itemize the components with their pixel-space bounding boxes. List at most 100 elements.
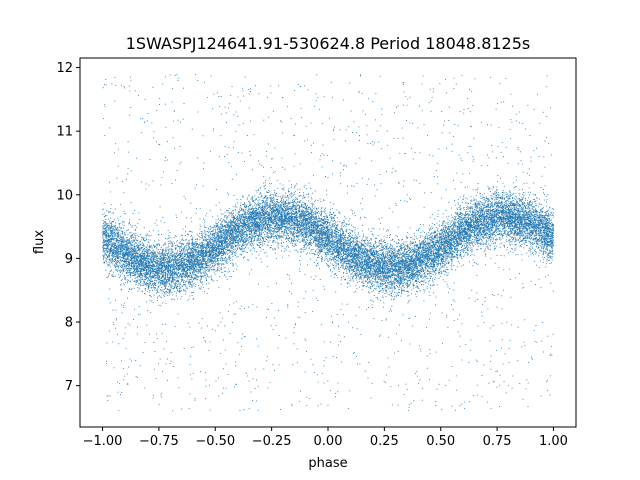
data-point [229,332,231,334]
data-point [413,257,415,259]
data-point [412,254,414,255]
data-point [552,290,554,292]
data-point [180,234,182,236]
data-point [543,236,544,238]
data-point [472,203,474,205]
data-point [444,263,446,265]
data-point [199,270,201,272]
data-point [223,258,225,260]
data-point [362,247,364,249]
data-point [315,239,317,241]
data-point [207,260,209,262]
data-point [417,258,419,260]
data-point [518,231,520,233]
data-point [369,245,371,246]
data-point [319,212,321,214]
data-point [269,235,271,237]
data-point [362,252,364,254]
data-point [190,202,192,204]
data-point [139,243,141,245]
data-point [383,272,385,274]
data-point [185,225,187,227]
data-point [230,95,232,96]
data-point [532,224,534,226]
data-point [505,215,507,217]
data-point [432,235,433,237]
data-point [369,251,371,252]
data-point [199,254,201,256]
data-point [454,256,456,258]
data-point [511,230,513,232]
data-point [308,209,310,211]
data-point [266,235,268,237]
data-point [163,271,165,273]
data-point [151,272,153,274]
data-point [209,409,211,411]
data-point [191,276,193,278]
data-point [108,245,109,247]
data-point [356,270,358,272]
data-point [470,239,472,241]
data-point [460,234,461,236]
data-point [457,250,459,252]
data-point [448,231,450,233]
data-point [152,281,154,283]
data-point [400,244,402,246]
data-point [403,264,405,266]
data-point [291,238,292,240]
data-point [496,196,498,198]
data-point [224,273,226,275]
data-point [537,255,539,257]
data-point [536,147,537,149]
data-point [389,283,391,285]
data-point [240,254,242,256]
data-point [318,230,320,232]
data-point [350,251,351,253]
data-point [175,253,177,255]
data-point [358,91,360,93]
data-point [161,271,163,273]
data-point [242,248,244,250]
data-point [422,245,424,247]
data-point [139,264,141,265]
data-point [412,238,414,240]
data-point [343,236,345,238]
data-point [206,275,208,277]
data-point [267,230,269,232]
data-point [426,287,428,289]
data-point [523,287,525,289]
data-point [234,238,235,240]
data-point [337,228,338,230]
data-point [514,206,516,208]
data-point [521,201,523,203]
data-point [511,210,513,212]
data-point [420,251,422,253]
data-point [454,249,456,251]
data-point [136,262,138,264]
data-point [361,270,363,271]
data-point [336,216,338,218]
data-point [496,231,497,233]
data-point [279,206,281,207]
data-point [433,262,435,263]
data-point [111,236,113,238]
data-point [235,206,237,208]
data-point [528,208,530,210]
data-point [470,221,472,223]
data-point [192,292,194,293]
data-point [295,206,297,208]
data-point [513,187,515,189]
data-point [136,234,138,236]
data-point [471,231,473,232]
data-point [310,239,312,240]
data-point [220,209,222,211]
data-point [247,247,249,249]
data-point [403,267,405,269]
data-point [151,281,152,283]
data-point [234,216,236,218]
data-point [119,264,121,266]
data-point [442,261,444,263]
data-point [291,237,293,239]
data-point [360,334,362,335]
data-point [214,252,216,254]
